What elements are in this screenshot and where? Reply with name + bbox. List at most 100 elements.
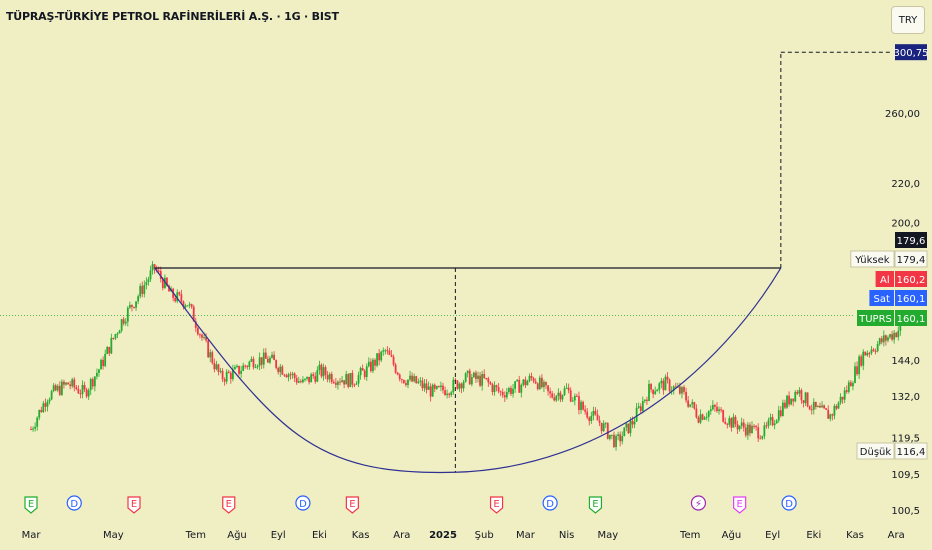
candle-body	[637, 406, 640, 408]
candle-body	[87, 390, 90, 397]
candle-body	[617, 434, 619, 437]
candle-body	[71, 379, 74, 387]
candle-body	[36, 417, 39, 427]
candle-body	[792, 398, 795, 402]
candle-body	[153, 264, 156, 269]
candle-body	[538, 377, 541, 390]
candle-body	[386, 350, 389, 352]
candle-body	[244, 365, 247, 367]
candle-body	[135, 301, 137, 308]
candle-body	[753, 425, 755, 427]
candle-body	[495, 385, 498, 388]
candle-body	[322, 367, 325, 377]
event-markers[interactable]: E D E E D E E D E ⚡ E D	[24, 495, 797, 514]
candle-body	[594, 410, 597, 415]
dividend-marker	[295, 495, 311, 511]
candle-body	[576, 395, 578, 397]
candle-body	[508, 388, 510, 393]
candle-body	[174, 297, 177, 302]
candle-body	[176, 292, 179, 302]
time-tick-label: Eyl	[271, 530, 286, 541]
candle-body	[827, 409, 830, 419]
candle-body	[271, 354, 273, 358]
candle-body	[545, 381, 547, 386]
candle-body	[643, 399, 646, 401]
candle-body	[757, 427, 760, 439]
time-tick-label: Ağu	[722, 529, 742, 541]
price-label-box	[895, 271, 927, 287]
candle-body	[889, 334, 891, 338]
candle-body	[50, 391, 53, 400]
candle-body	[732, 416, 735, 428]
candle-body	[736, 424, 739, 430]
candle-body	[596, 414, 599, 421]
candle-body	[402, 379, 405, 384]
candle-body	[761, 436, 764, 439]
candle-body	[598, 420, 601, 423]
candle-body	[347, 374, 350, 387]
candle-body	[215, 364, 218, 370]
price-label-value: 160,1	[897, 294, 926, 305]
candle-body	[38, 409, 41, 418]
candle-body	[639, 406, 642, 411]
candle-body	[611, 434, 613, 436]
candle-body	[114, 334, 117, 339]
candle-body	[569, 390, 572, 402]
candle-body	[252, 358, 255, 368]
candle-body	[42, 403, 45, 413]
candle-body	[518, 379, 521, 393]
candle-body	[166, 277, 168, 286]
candle-body	[124, 321, 127, 324]
candle-body	[633, 421, 636, 425]
candle-body	[567, 387, 570, 391]
candle-body	[864, 351, 867, 356]
candle-body	[209, 352, 212, 358]
candle-body	[796, 391, 799, 394]
candle-body	[833, 405, 836, 416]
candle-body	[207, 340, 210, 358]
event-marker-label: D	[70, 499, 78, 510]
candle-body	[685, 391, 687, 401]
candle-body	[260, 357, 263, 365]
candle-body	[485, 378, 488, 380]
event-marker-label: E	[226, 499, 232, 510]
candle-body	[339, 381, 341, 383]
candle-body	[674, 386, 677, 388]
candle-body	[380, 351, 383, 361]
candle-body	[48, 399, 51, 402]
candle-body	[425, 383, 428, 390]
time-tick-label: Mar	[516, 530, 536, 541]
candle-body	[858, 356, 861, 375]
candle-body	[159, 271, 162, 279]
candle-body	[658, 383, 661, 390]
candle-body	[551, 393, 554, 398]
candle-body	[866, 353, 869, 356]
event-marker-label: ⚡	[695, 499, 702, 510]
price-tick-label: 100,5	[891, 506, 920, 517]
candle-body	[582, 401, 584, 410]
candle-body	[145, 282, 148, 285]
candle-body	[388, 350, 391, 355]
candle-body	[306, 376, 308, 379]
event-marker-label: D	[546, 499, 554, 510]
candle-body	[767, 420, 770, 426]
candle-body	[225, 371, 228, 382]
candle-body	[246, 366, 249, 368]
candle-body	[687, 400, 690, 407]
candle-body	[363, 370, 366, 377]
candle-body	[44, 403, 47, 407]
candle-body	[85, 389, 88, 397]
time-tick-label: May	[597, 530, 618, 541]
candle-body	[411, 375, 413, 382]
candle-body	[413, 376, 416, 382]
candle-body	[705, 416, 708, 418]
candle-body	[262, 352, 265, 365]
candle-body	[555, 395, 558, 401]
candle-body	[716, 406, 718, 412]
currency-button[interactable]: TRY	[891, 6, 925, 34]
candle-body	[810, 409, 813, 411]
candle-body	[304, 378, 306, 380]
candle-body	[211, 352, 214, 364]
candle-body	[32, 428, 34, 430]
